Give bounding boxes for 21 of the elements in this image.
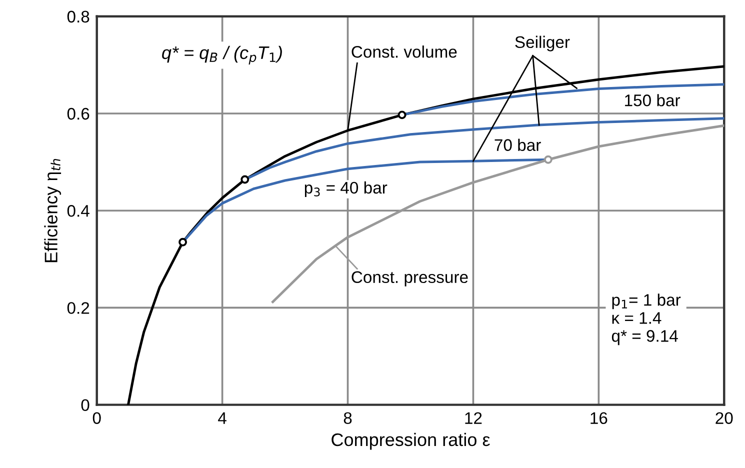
annotation: q* = q$_{B}$ / (c$_{p}$T$_{1}$) [162,46,282,65]
text: Const. volume [352,46,457,58]
y-tick-label: 0.4 [67,205,90,217]
y-tick-label: 0.6 [67,108,90,120]
series-label: p$_{3}$ = 40 bar [304,181,388,197]
annotation: Seiliger [515,36,570,52]
legend-label: Const. pressure [352,271,468,286]
y-tick-label: 0.2 [67,302,90,314]
x-tick-label: 4 [218,412,226,424]
x-tick-label: 8 [344,412,352,424]
x-tick-label: 16 [590,412,608,424]
series-label: 70 bar [494,138,541,151]
y-tick-label: 0 [81,399,90,412]
x-tick-label: 12 [465,412,482,424]
x-axis-title: Compression ratio ε [332,432,490,450]
series-label: 150 bar [625,94,680,106]
y-axis-title: Efficiency η$_{th}$ [44,158,62,262]
x-tick-label: 0 [92,412,101,424]
y-tick-label: 0.8 [67,10,90,23]
annotation: p$_{1}$= 1 bar κ = 1.4 q* = 9.14 [612,294,681,346]
x-tick-label: 20 [716,412,733,424]
